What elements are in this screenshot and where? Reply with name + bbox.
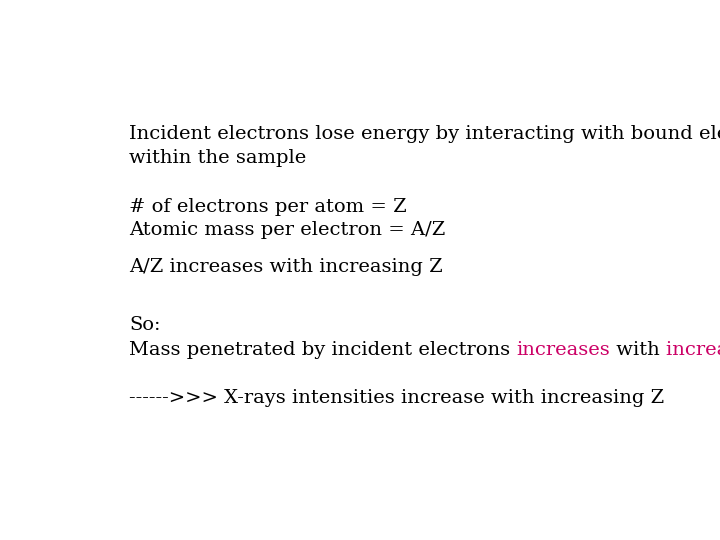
Text: increasing Z: increasing Z xyxy=(666,341,720,359)
Text: with: with xyxy=(610,341,666,359)
Text: So:: So: xyxy=(129,316,161,334)
Text: Mass penetrated by incident electrons: Mass penetrated by incident electrons xyxy=(129,341,516,359)
Text: A/Z increases with increasing Z: A/Z increases with increasing Z xyxy=(129,258,443,276)
Text: ------>>> X-rays intensities increase with increasing Z: ------>>> X-rays intensities increase wi… xyxy=(129,389,664,407)
Text: increases: increases xyxy=(516,341,610,359)
Text: Incident electrons lose energy by interacting with bound electrons
within the sa: Incident electrons lose energy by intera… xyxy=(129,125,720,167)
Text: # of electrons per atom = Z
Atomic mass per electron = A/Z: # of electrons per atom = Z Atomic mass … xyxy=(129,198,445,239)
